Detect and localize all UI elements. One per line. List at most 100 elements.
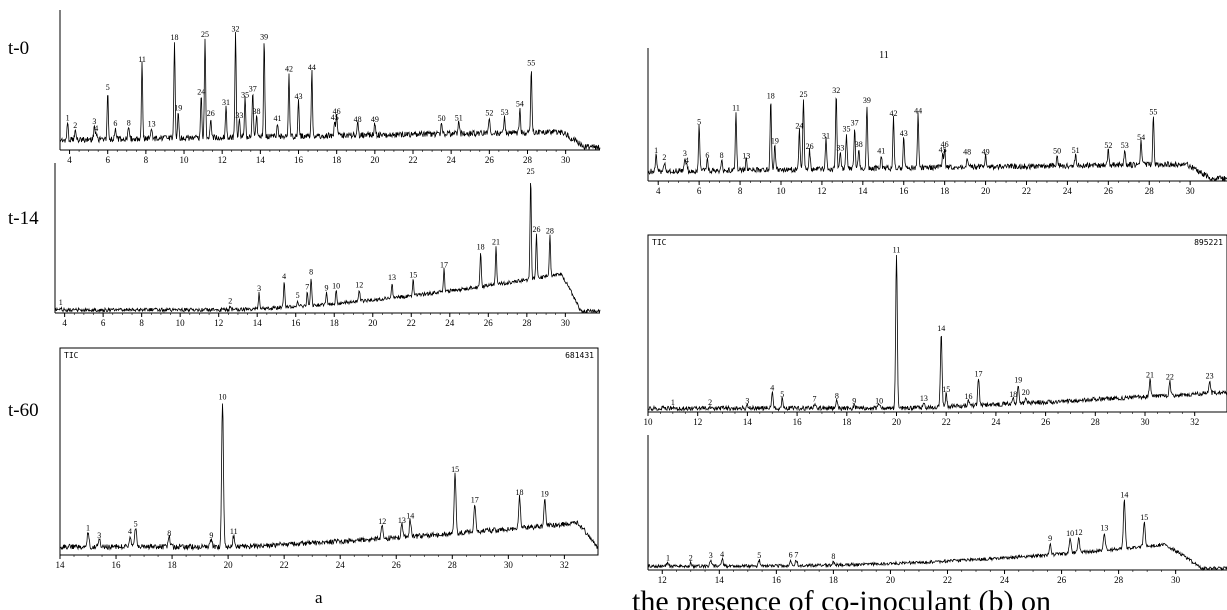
peak-label: 1	[86, 523, 90, 532]
peak-label: 19	[541, 490, 549, 499]
x-tick-label: 16	[772, 575, 782, 585]
peak-label: 23	[1206, 372, 1214, 381]
x-tick-label: 8	[139, 318, 144, 328]
chart-scale-label: 895221	[1194, 238, 1223, 247]
x-tick-label: 30	[1186, 186, 1196, 196]
x-tick-label: 26	[1041, 417, 1051, 427]
x-tick-label: 10	[180, 155, 190, 165]
x-tick-label: 18	[330, 318, 340, 328]
x-tick-label: 14	[858, 186, 868, 196]
x-tick-label: 22	[942, 417, 951, 427]
peak-label: 12	[355, 280, 363, 289]
peak-label: 2	[708, 398, 712, 407]
peak-label: 5	[697, 117, 701, 126]
signal-trace	[59, 403, 599, 551]
peak-label: 17	[440, 260, 448, 269]
peak-label: 37	[851, 119, 859, 128]
peak-label: 10	[219, 393, 227, 402]
x-tick-label: 18	[829, 575, 839, 585]
signal-trace	[54, 182, 601, 314]
x-tick-label: 32	[1190, 417, 1199, 427]
peak-label: 7	[794, 550, 798, 559]
x-tick-label: 16	[899, 186, 909, 196]
x-tick-label: 22	[407, 318, 416, 328]
x-tick-label: 22	[409, 155, 418, 165]
peak-label: 4	[720, 550, 724, 559]
peak-label: 48	[354, 115, 362, 124]
x-tick-label: 14	[256, 155, 266, 165]
x-tick-label: 12	[693, 417, 702, 427]
x-tick-label: 26	[1104, 186, 1114, 196]
peak-label: 2	[228, 297, 232, 306]
peak-label: 3	[709, 551, 713, 560]
peak-label: 9	[852, 396, 856, 405]
peak-label: 7	[305, 282, 309, 291]
peak-label: 18	[767, 91, 775, 100]
peak-label: 12	[1075, 528, 1083, 537]
peak-label: 21	[492, 238, 500, 247]
signal-trace	[647, 499, 1227, 572]
chart-scale-label: 681431	[565, 351, 594, 360]
peak-label: 1	[59, 298, 63, 307]
x-tick-label: 14	[715, 575, 725, 585]
x-tick-label: 18	[842, 417, 852, 427]
x-tick-label: 14	[56, 560, 66, 570]
x-tick-label: 24	[1000, 575, 1010, 585]
peak-label: 18	[170, 33, 178, 42]
peak-label: 1	[666, 553, 670, 562]
peak-label: 1	[671, 398, 675, 407]
chart-title: TIC	[652, 238, 667, 247]
x-tick-label: 24	[447, 155, 457, 165]
peak-label: 41	[274, 114, 282, 123]
peak-label: 8	[831, 552, 835, 561]
peak-label: 25	[527, 167, 535, 176]
chart-title: TIC	[64, 351, 79, 360]
peak-label: 7	[812, 395, 816, 404]
stray-peak-label: 11	[879, 50, 889, 61]
x-tick-label: 8	[738, 186, 743, 196]
peak-label: 8	[835, 392, 839, 401]
x-tick-label: 12	[218, 155, 227, 165]
peak-label: 26	[806, 142, 814, 151]
peak-label: 54	[1137, 133, 1145, 142]
peak-label: 1	[66, 114, 70, 123]
peak-label: 46	[941, 140, 949, 149]
peak-label: 42	[285, 65, 293, 74]
peak-label: 35	[241, 91, 249, 100]
peak-label: 19	[174, 104, 182, 113]
panel-label-t0: t-0	[8, 38, 30, 59]
x-tick-label: 20	[368, 318, 378, 328]
x-tick-label: 16	[291, 318, 301, 328]
x-tick-label: 12	[214, 318, 223, 328]
peak-label: 13	[388, 273, 396, 282]
peak-label: 24	[197, 88, 205, 97]
peak-label: 11	[230, 527, 238, 536]
peak-label: 54	[516, 99, 524, 108]
peak-label: 8	[167, 529, 171, 538]
peak-label: 17	[975, 370, 983, 379]
peak-label: 51	[455, 114, 463, 123]
x-tick-label: 16	[793, 417, 803, 427]
peak-label: 21	[1146, 370, 1154, 379]
peak-label: 9	[325, 283, 329, 292]
x-tick-label: 20	[886, 575, 896, 585]
x-tick-label: 24	[1063, 186, 1073, 196]
peak-label: 9	[209, 531, 213, 540]
peak-label: 15	[451, 465, 459, 474]
x-tick-label: 6	[697, 186, 702, 196]
peak-label: 33	[235, 111, 243, 120]
signal-trace	[647, 254, 1227, 412]
caption-a: a	[315, 588, 323, 607]
panel-label-t60: t-60	[8, 400, 39, 421]
peak-label: 2	[73, 121, 77, 130]
peak-label: 22	[1166, 372, 1174, 381]
peak-label: 11	[138, 55, 146, 64]
peak-label: 9	[1048, 534, 1052, 543]
peak-label: 13	[742, 152, 750, 161]
peak-label: 11	[893, 246, 901, 255]
peak-label: 38	[855, 140, 863, 149]
